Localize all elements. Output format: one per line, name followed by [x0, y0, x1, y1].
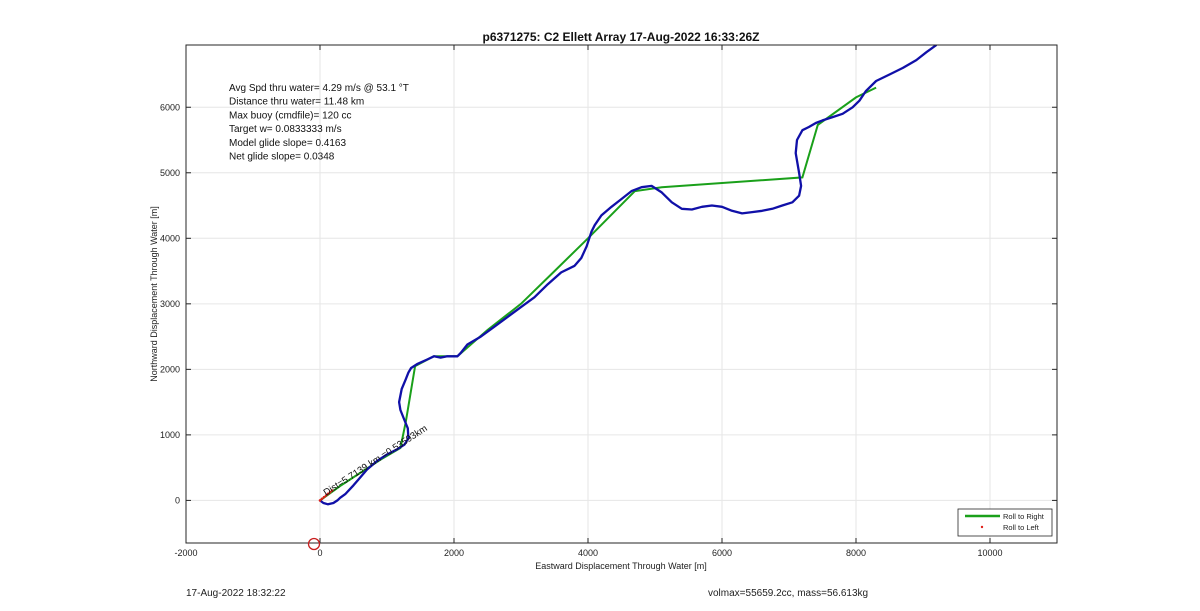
point-roll-to-left	[320, 497, 324, 501]
x-tick-label: 10000	[977, 548, 1002, 558]
x-tick-label: 2000	[444, 548, 464, 558]
stats-line: Avg Spd thru water= 4.29 m/s @ 53.1 °T	[229, 83, 409, 94]
legend-box	[957, 508, 1053, 537]
x-tick-label: 0	[317, 548, 322, 558]
y-tick-label: 5000	[160, 168, 180, 178]
plot-area	[318, 45, 938, 506]
x-tick-label: 6000	[712, 548, 732, 558]
point-roll-to-left	[328, 490, 332, 494]
start-marker	[307, 537, 321, 551]
point-roll-to-left	[318, 499, 322, 502]
point-roll-to-left	[324, 494, 328, 497]
legend-label-roll-right: Roll to Right	[1003, 512, 1045, 521]
x-axis-label: Eastward Displacement Through Water [m]	[535, 561, 707, 571]
x-tick-label: 8000	[846, 548, 866, 558]
y-tick-label: 0	[175, 495, 180, 505]
stats-line: Distance thru water= 11.48 km	[229, 97, 364, 108]
legend-swatch-roll-left	[980, 525, 984, 529]
y-tick-label: 2000	[160, 364, 180, 374]
y-tick-label: 4000	[160, 233, 180, 243]
timestamp: 17-Aug-2022 18:32:22	[186, 588, 286, 599]
axes-box	[185, 44, 1058, 544]
x-tick-label: -2000	[174, 548, 197, 558]
stats-line: Target w= 0.0833333 m/s	[229, 124, 342, 135]
point-roll-to-left	[322, 495, 326, 499]
legend: Roll to Right Roll to Left	[957, 508, 1053, 537]
chart-title: p6371275: C2 Ellett Array 17-Aug-2022 16…	[482, 30, 759, 44]
point-roll-to-left	[326, 492, 330, 496]
y-tick-label: 3000	[160, 299, 180, 309]
stats-line: Net glide slope= 0.0348	[229, 152, 335, 163]
stats-annotation: Avg Spd thru water= 4.29 m/s @ 53.1 °T Di…	[229, 83, 409, 163]
y-tick-label: 1000	[160, 430, 180, 440]
y-tick-label: 6000	[160, 102, 180, 112]
grid	[185, 45, 1057, 543]
axis-ticks: -2000 0 2000 4000 6000 8000 10000 0 1000 2000 3000…	[160, 45, 1057, 558]
x-tick-label: 4000	[578, 548, 598, 558]
volume-mass-readout: volmax=55659.2cc, mass=56.613kg	[708, 588, 869, 599]
legend-label-roll-left: Roll to Left	[1003, 523, 1040, 532]
stats-line: Model glide slope= 0.4163	[229, 138, 346, 149]
stats-line: Max buoy (cmdfile)= 120 cc	[229, 110, 352, 121]
point-roll-to-left	[330, 489, 334, 492]
y-axis-label: Northward Displacement Through Water [m]	[149, 206, 159, 382]
series-track	[319, 45, 938, 506]
